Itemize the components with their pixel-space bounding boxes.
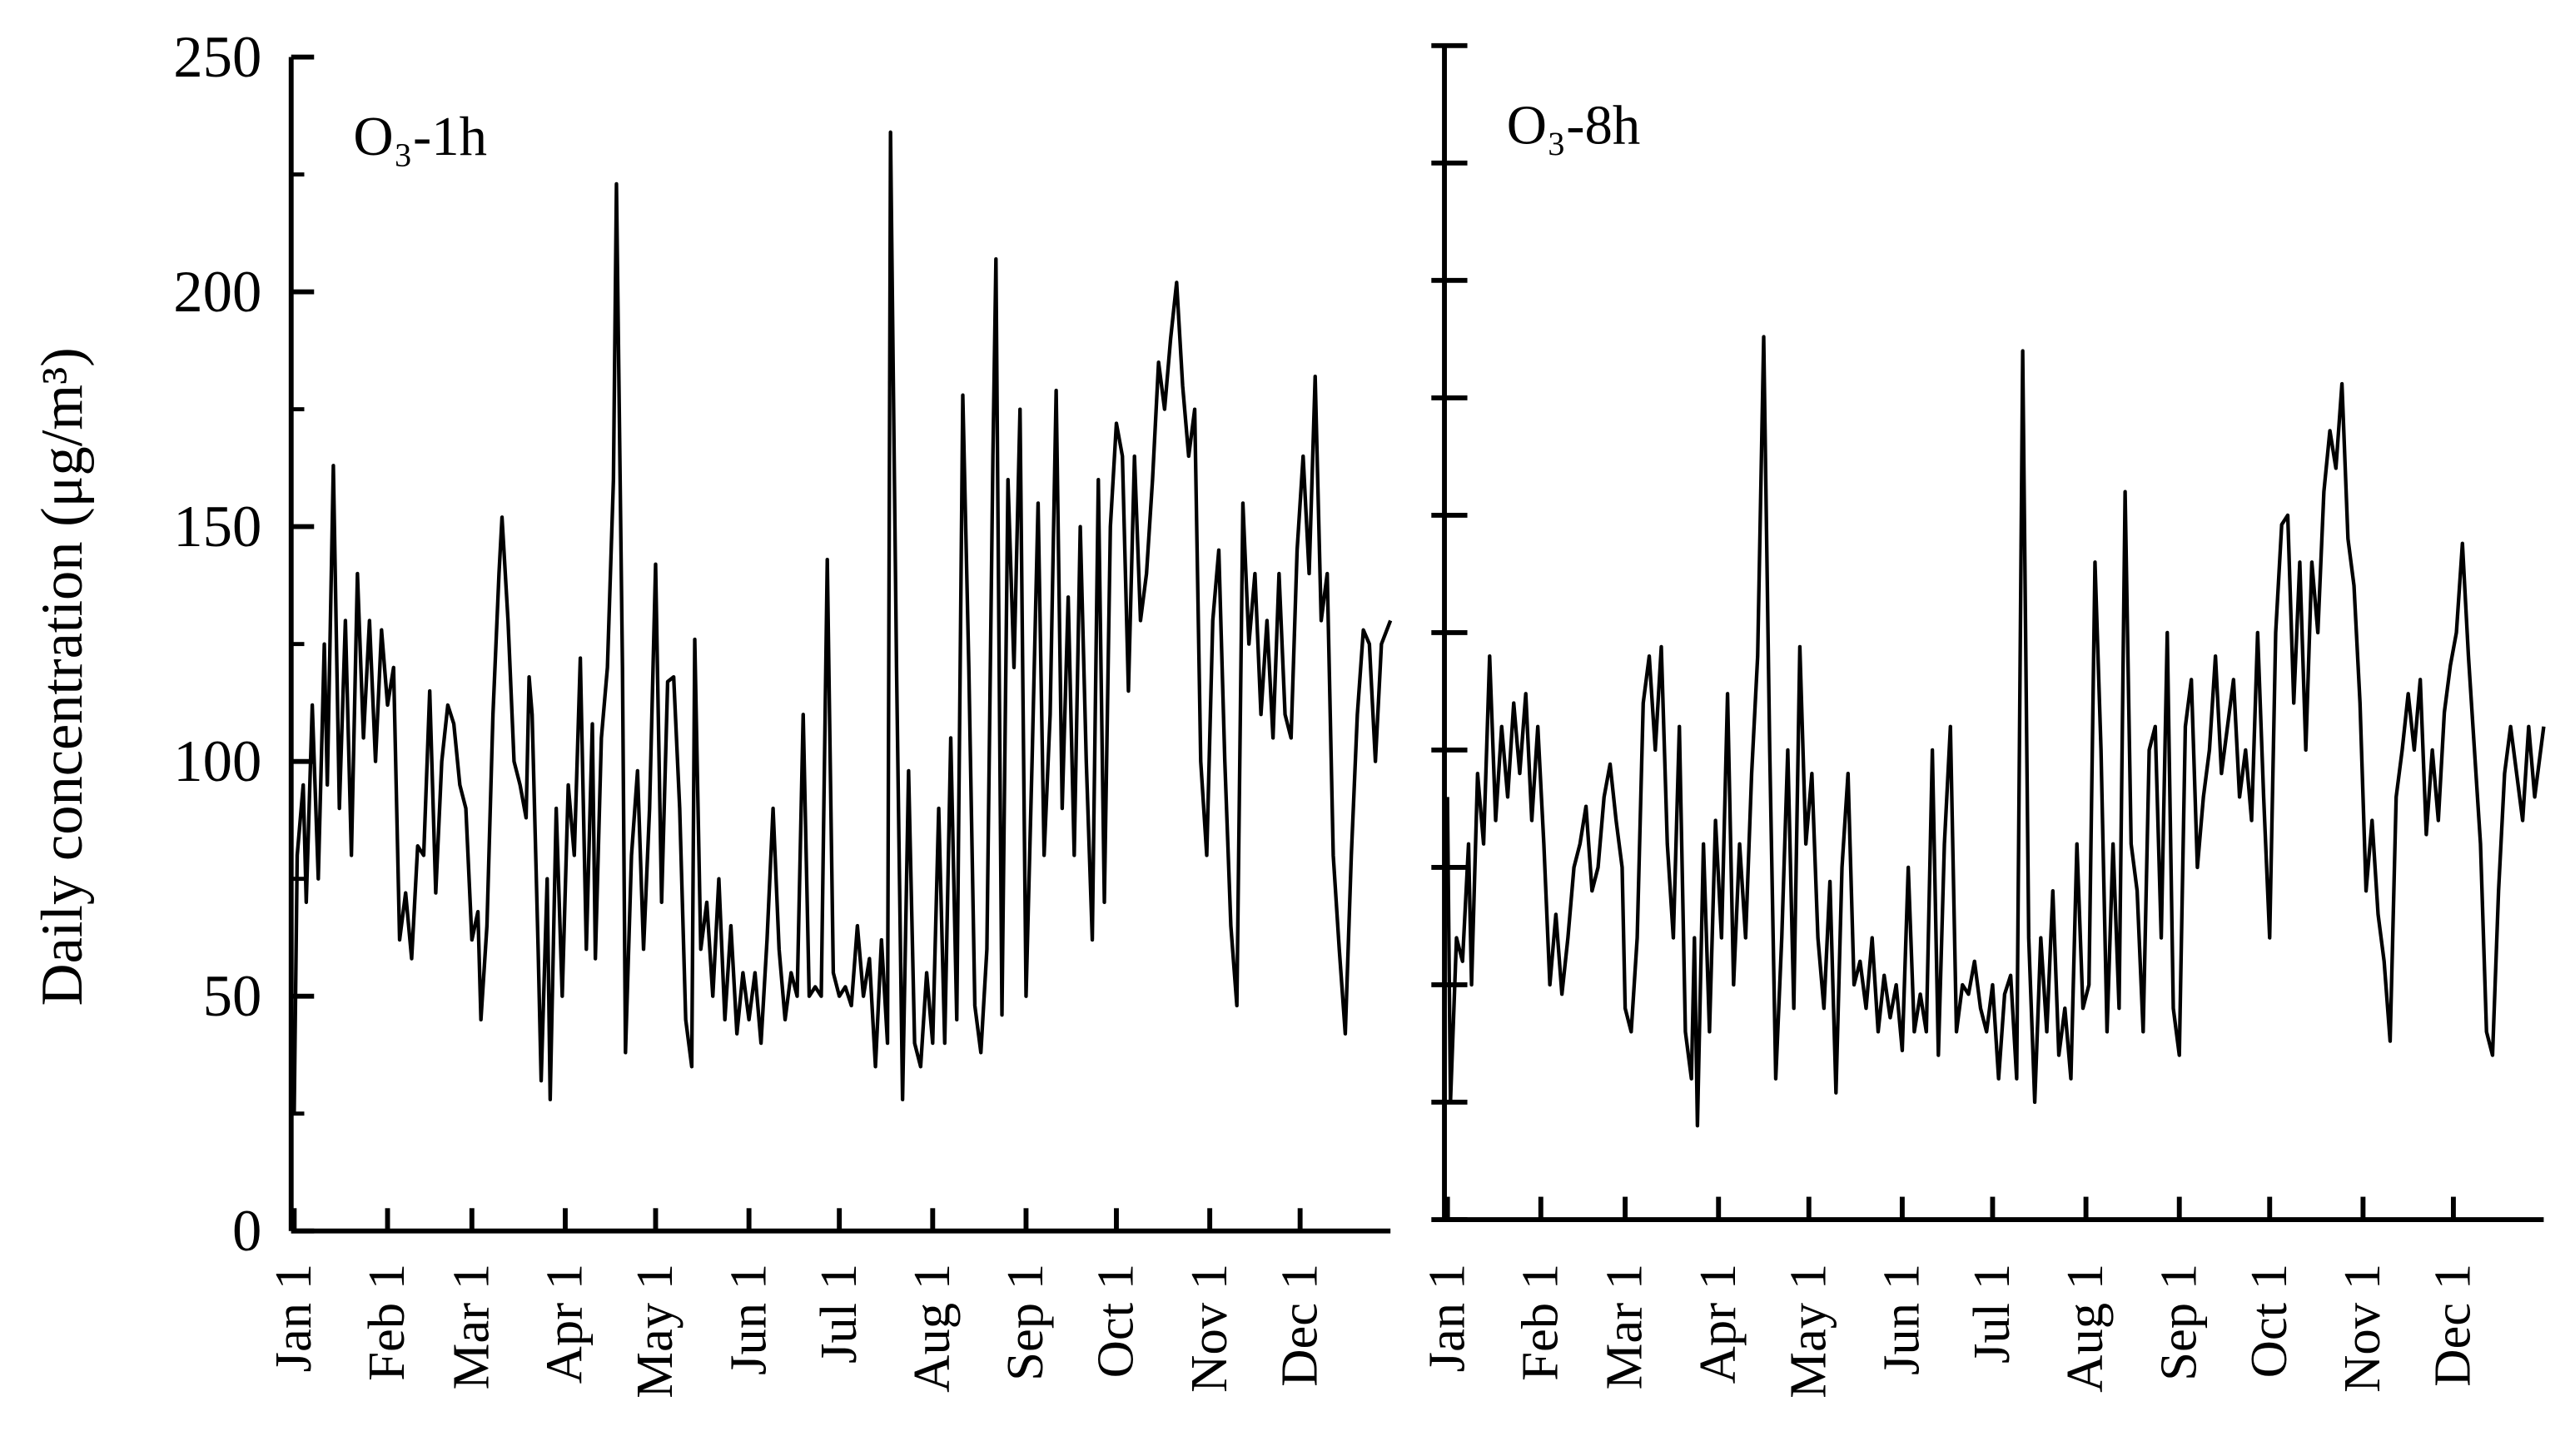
y-tick-label: 100 <box>173 729 261 794</box>
y-tick-label: 150 <box>173 494 261 559</box>
x-tick-label: Dec 1 <box>2423 1264 2481 1387</box>
x-tick-label: Oct 1 <box>2239 1264 2298 1378</box>
x-tick-label: Apr 1 <box>1688 1264 1747 1384</box>
x-tick-label: Oct 1 <box>1086 1264 1145 1378</box>
y-tick-label: 50 <box>203 964 262 1029</box>
x-tick-label: Aug 1 <box>902 1264 961 1393</box>
x-tick-label: Nov 1 <box>2333 1264 2391 1393</box>
y-tick-label: 250 <box>173 25 261 90</box>
x-tick-label: Mar 1 <box>1595 1264 1653 1389</box>
x-tick-label: Aug 1 <box>2055 1264 2114 1393</box>
x-tick-label: Jan 1 <box>1417 1264 1475 1373</box>
x-tick-label: Sep 1 <box>996 1264 1054 1381</box>
x-tick-label: Sep 1 <box>2149 1264 2207 1381</box>
x-tick-label: Jul 1 <box>1962 1264 2021 1364</box>
data-line <box>292 130 1393 1114</box>
data-line <box>1445 335 2546 1128</box>
x-tick-label: Feb 1 <box>357 1264 415 1381</box>
x-tick-label: Jul 1 <box>809 1264 867 1364</box>
y-axis-label: Daily concentration (μg/m³) <box>30 347 95 1006</box>
x-tick-label: May 1 <box>625 1264 684 1399</box>
panel-label: O₃-1h <box>353 107 487 167</box>
panel-label: O₃-8h <box>1507 95 1641 156</box>
x-tick-label: Jan 1 <box>264 1264 322 1373</box>
x-tick-label: Jun 1 <box>1872 1264 1930 1375</box>
x-tick-label: Apr 1 <box>535 1264 594 1384</box>
x-tick-label: May 1 <box>1778 1264 1837 1399</box>
x-tick-label: Nov 1 <box>1180 1264 1238 1393</box>
x-tick-label: Jun 1 <box>718 1264 777 1375</box>
x-tick-label: Dec 1 <box>1270 1264 1328 1387</box>
x-tick-label: Mar 1 <box>441 1264 500 1389</box>
x-tick-label: Feb 1 <box>1510 1264 1568 1381</box>
y-tick-label: 200 <box>173 260 261 325</box>
y-tick-label: 0 <box>232 1199 261 1264</box>
